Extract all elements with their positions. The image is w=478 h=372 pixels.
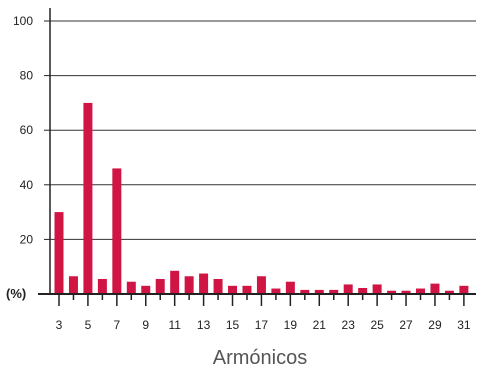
x-tick-label: 25 bbox=[370, 318, 384, 332]
x-tick-label: 21 bbox=[313, 318, 327, 332]
bar-harmonic-4 bbox=[68, 276, 78, 294]
bar-harmonic-15 bbox=[228, 285, 238, 294]
bar-harmonic-21 bbox=[314, 289, 324, 294]
x-tick-label: 19 bbox=[284, 318, 298, 332]
y-tick-label: 80 bbox=[20, 69, 34, 83]
y-axis-label: (%) bbox=[6, 286, 26, 301]
bar-harmonic-9 bbox=[141, 285, 151, 294]
x-tick-label: 29 bbox=[428, 318, 442, 332]
bar-harmonic-13 bbox=[199, 273, 209, 294]
bar-harmonic-7 bbox=[112, 168, 122, 294]
bar-harmonic-28 bbox=[416, 288, 425, 294]
x-tick-label: 3 bbox=[56, 318, 63, 332]
bar-harmonic-25 bbox=[372, 284, 382, 294]
bar-harmonic-26 bbox=[387, 290, 397, 294]
bar-harmonic-5 bbox=[83, 102, 93, 295]
y-tick-label: 100 bbox=[13, 14, 33, 28]
bar-harmonic-8 bbox=[126, 281, 136, 294]
x-axis-label: Armónicos bbox=[213, 347, 307, 369]
x-tick-label: 17 bbox=[255, 318, 269, 332]
x-tick-label: 27 bbox=[399, 318, 413, 332]
axes bbox=[38, 8, 476, 295]
y-tick-label: 40 bbox=[20, 178, 34, 192]
x-tick-label: 9 bbox=[142, 318, 149, 332]
bar-harmonic-24 bbox=[358, 287, 368, 294]
bar-harmonic-29 bbox=[430, 283, 440, 294]
x-tick-label: 23 bbox=[342, 318, 356, 332]
bar-harmonic-10 bbox=[155, 278, 165, 294]
y-tick-labels: 20 40 60 80 100 bbox=[13, 14, 50, 246]
bar-harmonic-19 bbox=[285, 281, 295, 294]
x-tick-label: 5 bbox=[85, 318, 92, 332]
bar-harmonic-23 bbox=[343, 284, 353, 294]
bar-harmonic-17 bbox=[256, 276, 266, 294]
x-tick-label: 13 bbox=[197, 318, 211, 332]
bar-harmonic-12 bbox=[184, 276, 194, 294]
bar-harmonic-3 bbox=[54, 212, 64, 294]
y-tick-label: 20 bbox=[20, 232, 34, 246]
bar-harmonic-14 bbox=[213, 278, 223, 294]
bar-harmonic-22 bbox=[329, 289, 339, 294]
bar-harmonic-27 bbox=[401, 290, 411, 294]
bar-harmonic-18 bbox=[271, 288, 281, 294]
bar-harmonic-20 bbox=[300, 289, 310, 294]
bar-harmonic-30 bbox=[444, 290, 454, 294]
x-tick-label: 11 bbox=[168, 318, 181, 332]
x-tick-label: 31 bbox=[457, 318, 471, 332]
bar-harmonic-16 bbox=[242, 285, 252, 294]
y-tick-label: 60 bbox=[20, 123, 34, 137]
x-tick-label: 7 bbox=[113, 318, 120, 332]
x-ticks: 3 5 7 9 11 13 15 17 19 21 23 25 27 29 31 bbox=[56, 294, 471, 332]
x-tick-label: 15 bbox=[226, 318, 240, 332]
bar-harmonic-31 bbox=[459, 285, 469, 294]
bar-harmonic-11 bbox=[170, 270, 180, 294]
bar-harmonic-6 bbox=[97, 278, 107, 294]
bars bbox=[54, 102, 469, 295]
